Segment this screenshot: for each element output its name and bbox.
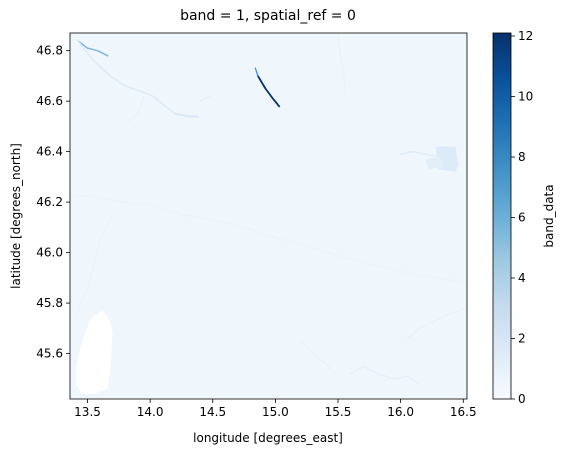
heatmap-feature-16: [425, 156, 444, 170]
heatmap-feature-4: [254, 67, 259, 77]
y-tick-label: 45.8: [36, 296, 63, 310]
colorbar-tick-label: 10: [518, 90, 533, 104]
colorbar-tick-label: 6: [518, 211, 526, 225]
heatmap-feature-14: [76, 310, 113, 394]
heatmap-feature-3: [256, 74, 281, 108]
x-tick-label: 14.5: [199, 405, 226, 419]
y-tick-label: 46.6: [36, 94, 63, 108]
heatmap-feature-9: [299, 340, 337, 375]
colorbar-tick-label: 0: [518, 392, 526, 406]
heatmap-feature-2: [174, 112, 199, 118]
plot-frame: [69, 32, 468, 400]
y-tick-label: 46.2: [36, 195, 63, 209]
x-tick-label: 14.0: [137, 405, 164, 419]
colorbar-axis: 0 2 4 6 8 10 12: [511, 29, 533, 406]
colorbar-tick-label: 8: [518, 150, 526, 164]
heatmap-feature-13: [199, 95, 211, 102]
y-axis-label: latitude [degrees_north]: [9, 143, 23, 289]
y-tick-label: 46.4: [36, 145, 63, 159]
y-tick-label: 46.8: [36, 44, 63, 58]
heatmap-feature-7: [70, 193, 467, 284]
x-tick-label: 15.0: [262, 405, 289, 419]
y-tick-label: 45.6: [36, 347, 63, 361]
heatmap-feature-6: [126, 95, 145, 123]
colorbar-tick-label: 2: [518, 332, 526, 346]
x-tick-label: 15.5: [325, 405, 352, 419]
x-tick-label: 13.5: [74, 405, 101, 419]
heatmap-feature-8: [74, 214, 114, 319]
heatmap-feature-0: [76, 39, 109, 57]
heatmap-feature-10: [349, 365, 421, 385]
heatmap-feature-1: [76, 39, 177, 115]
heatmap-features: [70, 34, 467, 394]
y-axis: 45.6 45.8 46.0 46.2 46.4 46.6 46.8: [36, 44, 70, 361]
heatmap-feature-11: [406, 307, 467, 340]
colorbar-label: band_data: [542, 184, 556, 247]
chart-title: band = 1, spatial_ref = 0: [180, 8, 356, 24]
x-axis-label: longitude [degrees_east]: [193, 431, 343, 445]
x-tick-label: 16.0: [387, 405, 414, 419]
y-tick-label: 46.0: [36, 246, 63, 260]
heatmap-feature-5: [337, 34, 347, 97]
x-axis: 13.5 14.0 14.5 15.0 15.5 16.0 16.5: [74, 399, 477, 419]
colorbar: [492, 32, 512, 400]
colorbar-tick-label: 4: [518, 271, 526, 285]
colorbar-tick-label: 12: [518, 29, 533, 43]
x-tick-label: 16.5: [450, 405, 477, 419]
